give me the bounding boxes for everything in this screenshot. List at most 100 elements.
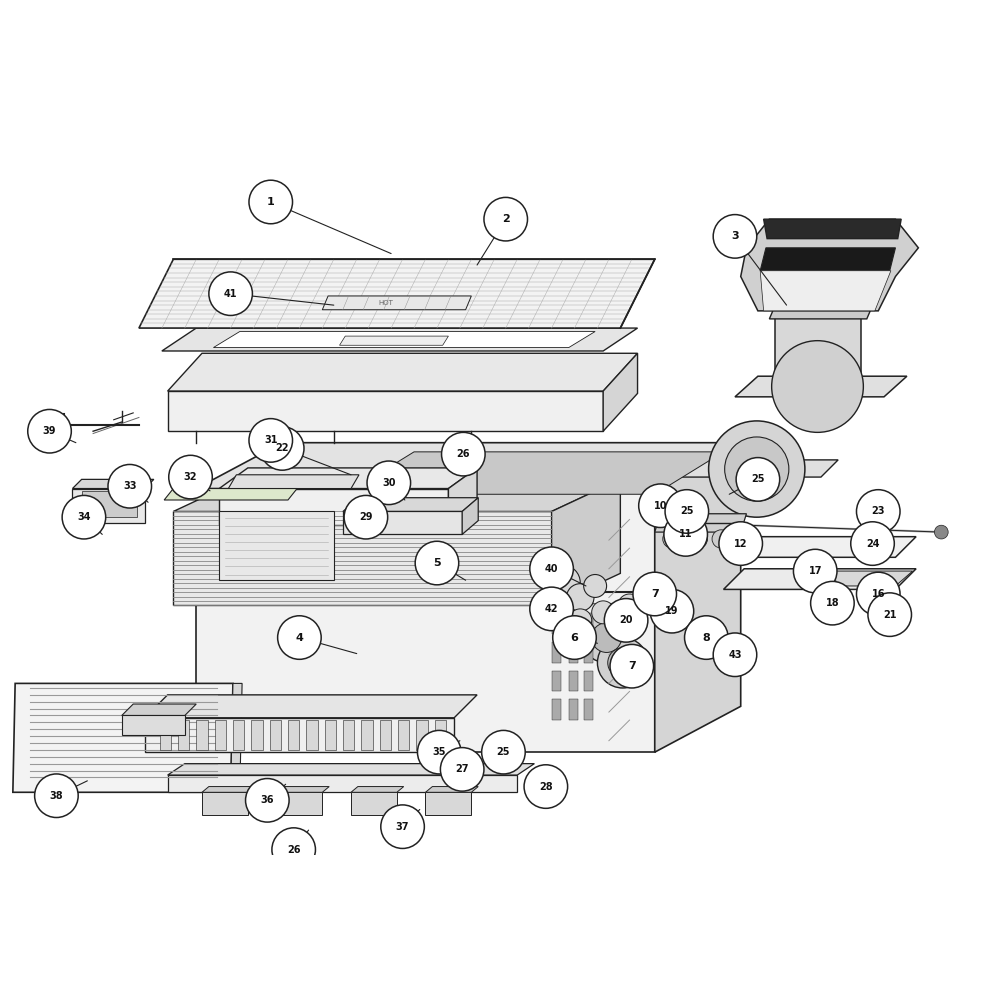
Circle shape: [713, 215, 757, 258]
Polygon shape: [462, 498, 478, 534]
Polygon shape: [145, 695, 477, 718]
Circle shape: [608, 648, 638, 678]
Bar: [233, 720, 244, 750]
Circle shape: [35, 774, 78, 818]
Polygon shape: [202, 792, 248, 815]
Bar: [584, 671, 593, 691]
Bar: [435, 720, 446, 750]
Bar: [215, 720, 226, 750]
Polygon shape: [145, 718, 454, 752]
Circle shape: [484, 197, 528, 241]
Text: 30: 30: [382, 478, 396, 488]
Polygon shape: [351, 787, 404, 792]
Circle shape: [530, 547, 573, 591]
Text: 35: 35: [432, 747, 446, 757]
Text: 16: 16: [872, 589, 885, 599]
Circle shape: [482, 730, 525, 774]
Polygon shape: [162, 328, 638, 351]
Circle shape: [249, 180, 293, 224]
Polygon shape: [72, 489, 145, 523]
Circle shape: [546, 565, 580, 600]
Polygon shape: [769, 311, 870, 319]
Circle shape: [641, 587, 664, 610]
Text: 19: 19: [665, 606, 679, 616]
Bar: [380, 720, 391, 750]
Text: 4: 4: [295, 633, 303, 643]
Circle shape: [709, 421, 805, 517]
Text: 18: 18: [826, 598, 839, 608]
Circle shape: [793, 549, 837, 593]
Text: 41: 41: [224, 289, 237, 299]
Circle shape: [685, 616, 728, 659]
Polygon shape: [13, 683, 233, 792]
Circle shape: [417, 730, 461, 774]
Circle shape: [639, 484, 682, 528]
Polygon shape: [219, 468, 477, 489]
Circle shape: [725, 437, 789, 501]
Polygon shape: [168, 775, 517, 792]
Polygon shape: [276, 792, 322, 815]
Polygon shape: [122, 715, 185, 735]
Circle shape: [663, 530, 681, 548]
Polygon shape: [164, 489, 297, 500]
Circle shape: [868, 593, 911, 636]
Circle shape: [272, 828, 315, 871]
Circle shape: [713, 633, 757, 677]
Text: 10: 10: [654, 501, 667, 511]
Bar: [569, 642, 578, 663]
Bar: [288, 720, 299, 750]
Polygon shape: [724, 569, 916, 589]
Text: 37: 37: [396, 822, 409, 832]
Polygon shape: [603, 353, 638, 431]
Bar: [584, 613, 593, 634]
Circle shape: [584, 575, 607, 597]
Polygon shape: [760, 271, 891, 311]
Text: 43: 43: [728, 650, 742, 660]
Text: 3: 3: [731, 231, 739, 241]
Polygon shape: [655, 514, 746, 532]
Circle shape: [610, 644, 654, 688]
Text: 22: 22: [275, 443, 289, 453]
Circle shape: [712, 530, 730, 548]
Bar: [196, 720, 208, 750]
Polygon shape: [340, 336, 448, 345]
Text: 17: 17: [808, 566, 822, 576]
Polygon shape: [675, 460, 838, 477]
Circle shape: [28, 409, 71, 453]
Text: 2: 2: [502, 214, 510, 224]
Polygon shape: [202, 787, 255, 792]
Polygon shape: [425, 787, 478, 792]
Polygon shape: [345, 452, 724, 494]
Polygon shape: [173, 479, 620, 511]
Circle shape: [524, 765, 568, 808]
Text: 27: 27: [455, 764, 469, 774]
Polygon shape: [173, 511, 552, 605]
Text: HOT: HOT: [378, 300, 393, 306]
Text: 34: 34: [77, 512, 91, 522]
Circle shape: [249, 419, 293, 462]
Polygon shape: [351, 792, 397, 815]
Polygon shape: [196, 489, 655, 752]
Text: 31: 31: [264, 435, 278, 445]
Text: 36: 36: [261, 795, 274, 805]
Circle shape: [665, 490, 709, 533]
Circle shape: [415, 541, 459, 585]
Bar: [584, 699, 593, 720]
Text: 28: 28: [539, 782, 553, 792]
Circle shape: [260, 427, 304, 470]
Circle shape: [381, 805, 424, 848]
Bar: [552, 613, 561, 634]
Bar: [569, 671, 578, 691]
Circle shape: [633, 572, 677, 616]
Polygon shape: [219, 489, 448, 525]
Text: 25: 25: [751, 474, 765, 484]
Text: 7: 7: [651, 589, 659, 599]
Circle shape: [664, 513, 707, 556]
Bar: [306, 720, 318, 750]
Text: 29: 29: [359, 512, 373, 522]
Circle shape: [440, 748, 484, 791]
Circle shape: [934, 525, 948, 539]
Circle shape: [811, 581, 854, 625]
Polygon shape: [196, 443, 741, 489]
Polygon shape: [219, 511, 334, 580]
